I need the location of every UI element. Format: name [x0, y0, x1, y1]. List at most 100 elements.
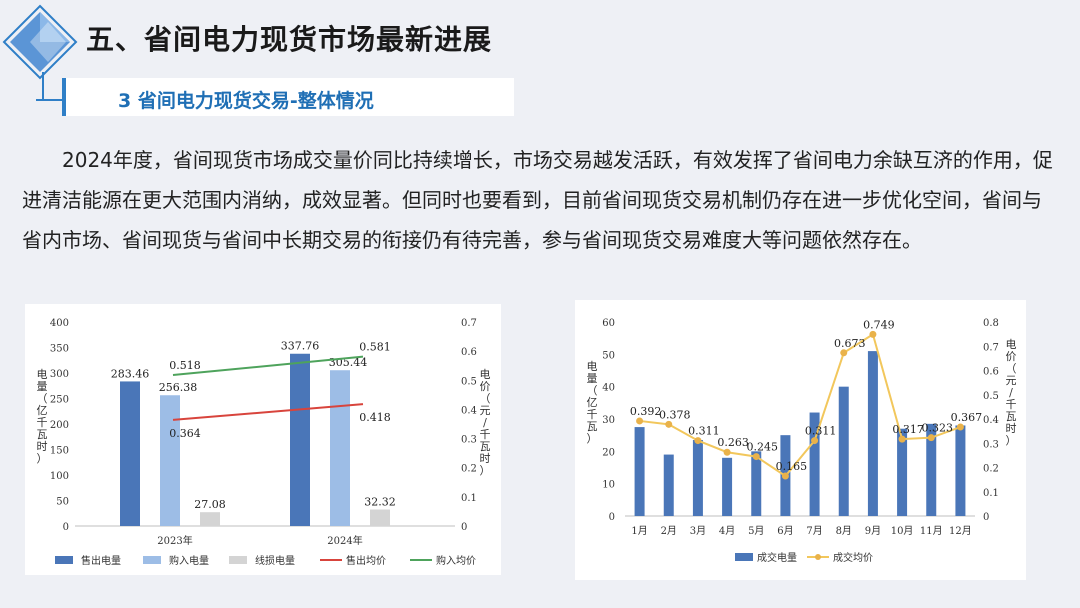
y-axis-label: 亿	[587, 396, 598, 409]
legend-swatch	[815, 554, 821, 560]
bar-data-label: 27.08	[194, 498, 226, 511]
bar-成交电量	[751, 451, 762, 516]
x-tick-label: 12月	[949, 525, 972, 537]
y2-axis-label: 价	[1006, 350, 1017, 363]
y-tick-label: 0	[609, 512, 615, 523]
line-data-label: 0.392	[630, 405, 662, 418]
page-title: 五、省间电力现货市场最新进展	[86, 23, 493, 56]
x-tick-label: 2月	[661, 525, 677, 537]
line-point	[752, 453, 760, 461]
y-tick-label: 30	[602, 415, 615, 426]
legend-label: 成交均价	[833, 551, 873, 564]
legend-label: 售出均价	[346, 554, 386, 567]
y-tick-label: 10	[602, 480, 615, 491]
line-point	[840, 349, 848, 357]
y2-tick-label: 0.8	[983, 318, 999, 329]
line-data-label: 0.317	[892, 423, 924, 436]
line-point	[636, 417, 644, 425]
monthly-volume-price-chart: 0 10 20 30 40 50 60 0 0.1 0.2 0.3 0.4 0.5 0.6 0.7 0.8 电量…	[575, 300, 1026, 580]
y2-tick-label: 0.7	[461, 318, 477, 329]
y-axis-label: 量	[37, 380, 48, 393]
x-tick-label: 2024年	[327, 534, 362, 547]
y2-tick-label: 0.2	[461, 464, 477, 475]
x-tick-label: 6月	[777, 525, 793, 537]
legend-swatch	[229, 556, 247, 564]
y-axis-label: （	[587, 384, 598, 397]
legend-swatch	[735, 553, 753, 561]
line-point	[781, 472, 789, 480]
y-tick-label: 40	[602, 383, 615, 394]
line-data-label: 0.245	[747, 441, 779, 454]
y-tick-label: 60	[602, 318, 615, 329]
y2-axis-label: 元	[1006, 374, 1017, 387]
y-tick-label: 400	[50, 318, 69, 329]
y2-tick-label: 0.4	[461, 405, 477, 416]
line-data-label: 0.581	[359, 341, 391, 354]
y2-axis-label: ）	[1006, 434, 1017, 447]
y-tick-label: 150	[50, 446, 69, 457]
legend-label: 购入电量	[169, 554, 209, 567]
y2-tick-label: 0.1	[461, 493, 477, 504]
y-axis-label: 电	[587, 360, 598, 373]
y2-tick-label: 0.7	[983, 342, 999, 353]
line-point	[869, 330, 877, 338]
bar-购入电量	[160, 395, 180, 526]
y2-tick-label: 0.3	[461, 435, 477, 446]
line-data-label: 0.749	[863, 318, 895, 331]
line-购入均价	[172, 355, 364, 377]
legend-label: 成交电量	[757, 551, 797, 564]
x-tick-label: 11月	[920, 525, 943, 537]
line-point	[811, 437, 819, 445]
y-tick-label: 300	[50, 369, 69, 380]
x-tick-label: 1月	[631, 525, 647, 537]
summary-paragraph: 2024年度，省间现货市场成交量价同比持续增长，市场交易越发活跃，有效发挥了省间…	[22, 148, 1053, 252]
bar-售出电量	[120, 381, 140, 526]
line-data-label: 0.518	[169, 359, 201, 372]
line-data-label: 0.673	[834, 337, 866, 350]
y-tick-label: 20	[602, 447, 615, 458]
y2-tick-label: 0	[983, 512, 989, 523]
x-tick-label: 2023年	[157, 534, 192, 547]
y2-axis-label: （	[1006, 362, 1017, 375]
y2-axis-label: （	[480, 392, 491, 405]
line-data-label: 0.378	[659, 408, 691, 421]
line-data-label: 0.323	[922, 422, 954, 435]
bar-成交电量	[692, 440, 703, 516]
x-tick-label: 9月	[865, 525, 881, 537]
y2-axis-label: 时	[480, 452, 491, 465]
x-tick-label: 4月	[719, 525, 735, 537]
x-tick-label: 7月	[806, 525, 822, 537]
legend-swatch	[55, 556, 73, 564]
y2-axis-label: ）	[480, 464, 491, 477]
line-data-label: 0.311	[688, 425, 720, 438]
y2-axis-label: 价	[480, 380, 491, 393]
y-tick-label: 100	[50, 471, 69, 482]
x-tick-label: 5月	[748, 525, 764, 537]
line-point	[694, 437, 702, 445]
x-tick-label: 3月	[690, 525, 706, 537]
bar-成交电量	[809, 412, 820, 516]
bar-成交电量	[663, 454, 674, 516]
y2-axis-label: 元	[480, 404, 491, 417]
y-axis-label: （	[37, 392, 48, 405]
line-data-label: 0.364	[169, 427, 201, 440]
legend-label: 线损电量	[255, 554, 295, 567]
line-point	[898, 435, 906, 443]
bar-购入电量	[330, 370, 350, 526]
y2-axis-label: /	[1009, 386, 1013, 399]
y-tick-label: 350	[50, 344, 69, 355]
y2-tick-label: 0.6	[461, 347, 477, 358]
y-axis-label: 千	[587, 408, 598, 421]
bar-成交电量	[955, 425, 966, 516]
bar-成交电量	[838, 386, 849, 516]
y-tick-label: 50	[602, 350, 615, 361]
y-axis-label: 量	[587, 372, 598, 385]
bar-成交电量	[634, 427, 645, 516]
bar-data-label: 256.38	[159, 381, 198, 394]
y-axis-label: ）	[587, 432, 598, 445]
y-axis-label: 亿	[37, 404, 48, 417]
y2-axis-label: 千	[1006, 398, 1017, 411]
line-售出均价	[172, 403, 364, 421]
legend-swatch	[143, 556, 161, 564]
bar-data-label: 283.46	[111, 367, 150, 380]
